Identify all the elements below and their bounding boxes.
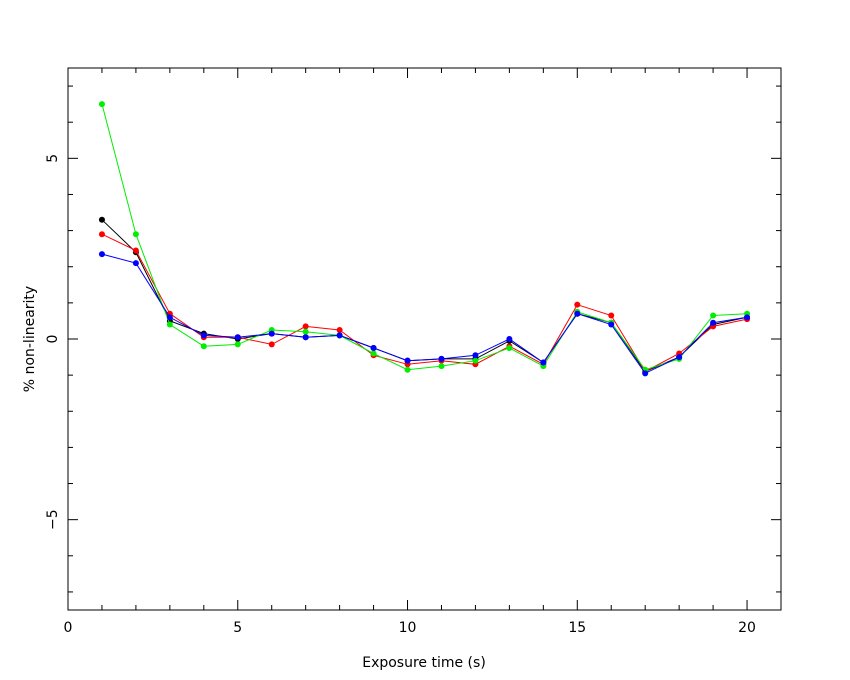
series-line [101, 233, 748, 373]
data-point [710, 319, 717, 326]
data-point [608, 321, 615, 328]
data-point [404, 366, 411, 373]
y-axis-label: % non-linearity [22, 286, 38, 392]
data-point [200, 343, 207, 350]
data-point [200, 332, 207, 339]
data-point [132, 260, 139, 267]
data-point [506, 336, 513, 342]
y-tick-label: −5 [45, 509, 61, 530]
data-point [540, 359, 547, 366]
data-point [98, 101, 105, 108]
x-tick-label: 0 [64, 620, 73, 636]
data-point [98, 251, 105, 258]
data-point [336, 332, 343, 339]
data-point [336, 326, 343, 333]
x-tick-label: 10 [399, 620, 417, 636]
series-line [101, 219, 748, 373]
x-tick-label: 5 [233, 620, 242, 636]
y-tick-label: 0 [45, 335, 61, 344]
data-point [370, 345, 377, 352]
data-point [268, 330, 275, 337]
data-point [166, 314, 173, 321]
x-tick-labels: 0 5 10 15 20 [64, 620, 756, 636]
series-4 [98, 251, 751, 377]
y-tick-label: 5 [45, 154, 61, 163]
data-point [574, 310, 581, 317]
y-tick-labels: −5 0 5 [45, 154, 61, 530]
x-tick-label: 20 [738, 620, 756, 636]
series-1 [98, 216, 751, 375]
data-point [98, 231, 105, 238]
data-point [132, 231, 139, 238]
data-point [710, 312, 717, 319]
x-axis-label: Exposure time (s) [362, 655, 486, 671]
data-point [302, 323, 309, 330]
data-point [166, 321, 173, 328]
plot-frame [67, 67, 782, 611]
data-point [234, 334, 241, 341]
data-point [438, 363, 445, 370]
series-2 [98, 231, 751, 375]
data-point [676, 354, 683, 361]
data-point [370, 350, 377, 357]
series-line [101, 103, 748, 371]
data-point [268, 341, 275, 348]
series-line [101, 253, 748, 374]
data-point [472, 352, 479, 359]
data-point [642, 370, 649, 377]
data-point [132, 247, 139, 254]
x-tick-label: 15 [568, 620, 586, 636]
data-point [506, 345, 513, 352]
data-point [404, 357, 411, 364]
data-point [744, 314, 751, 321]
data-point [472, 357, 479, 364]
data-point [574, 301, 581, 308]
series-layer [98, 101, 751, 377]
data-point [438, 355, 445, 362]
data-point [302, 328, 309, 335]
data-point [234, 341, 241, 348]
data-point [608, 312, 615, 319]
data-point [98, 216, 105, 223]
axis-ticks [67, 68, 782, 610]
data-point [302, 334, 309, 341]
